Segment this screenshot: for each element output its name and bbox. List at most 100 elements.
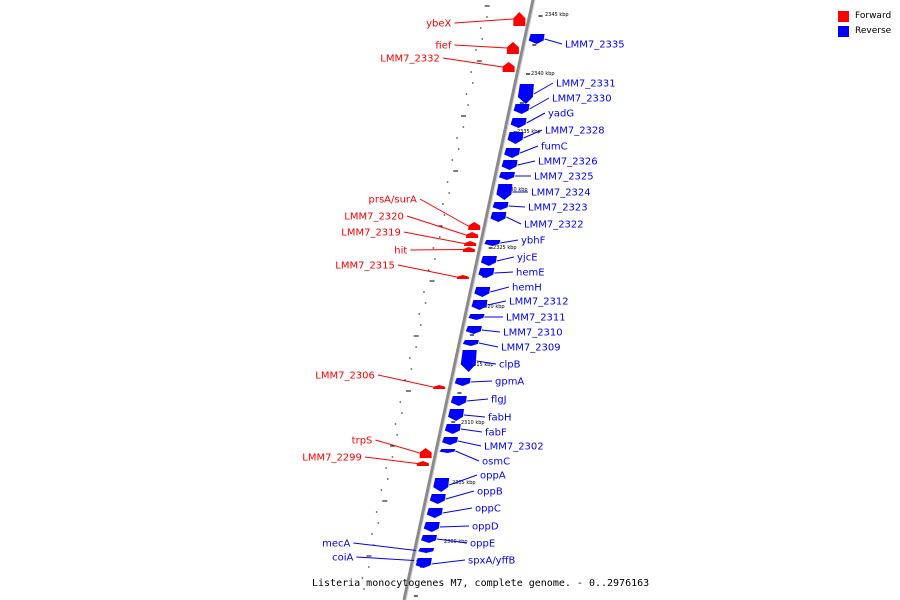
leader-line — [449, 474, 478, 486]
kbp-label: 2305 kbp — [452, 480, 476, 486]
leader-line — [494, 271, 514, 274]
gene-label-oppa: oppA — [480, 471, 506, 482]
gene-label-lmm7-2311: LMM7_2311 — [506, 313, 566, 324]
leader-line — [523, 129, 543, 139]
leader-line — [463, 414, 486, 418]
leader-line — [496, 256, 515, 262]
leader-line — [533, 82, 554, 95]
gene-label-lmm7-2330: LMM7_2330 — [552, 94, 612, 105]
label-leaders — [353, 18, 563, 565]
gene-label-lmm7-2306: LMM7_2306 — [315, 371, 375, 382]
genome-backbone-shadow — [405, 0, 536, 600]
gene-block-ybhf — [484, 240, 501, 246]
leader-line — [419, 198, 469, 227]
gene-label-meca: mecA — [322, 539, 350, 550]
legend-forward-label: Forward — [855, 11, 892, 21]
reverse-swatch — [838, 26, 849, 37]
gene-label-fabh: fabH — [488, 413, 512, 424]
gene-block-lmm7-2332 — [502, 62, 515, 72]
gene-block-lmm7-2324 — [496, 184, 513, 200]
gene-label-yjce: yjcE — [517, 253, 538, 264]
leader-line — [481, 329, 501, 333]
legend-reverse-label: Reverse — [855, 26, 892, 36]
gene-label-trps: trpS — [352, 436, 373, 447]
gene-block-lmm7-2331 — [517, 84, 534, 104]
gene-block-lmm7-2302 — [442, 437, 459, 445]
leader-line — [442, 507, 473, 514]
gene-label-lmm7-2309: LMM7_2309 — [501, 343, 561, 354]
kbp-label: 2335 kbp — [517, 129, 541, 135]
gene-block-lmm7-2330 — [513, 104, 530, 114]
gene-label-ybhf: ybhF — [521, 236, 546, 247]
leader-line — [476, 360, 497, 365]
legend: Forward Reverse — [838, 9, 891, 39]
leader-line — [377, 374, 434, 388]
gene-block-lmm7-2320 — [466, 232, 479, 238]
gene-block-meca — [418, 548, 435, 553]
gene-block-lmm7-2312 — [471, 300, 488, 310]
leader-line — [410, 249, 463, 251]
gene-block-flgj — [450, 396, 467, 406]
gene-label-lmm7-2312: LMM7_2312 — [509, 297, 569, 308]
gene-block-hemh — [474, 287, 491, 297]
gene-label-ybex: ybeX — [426, 19, 451, 30]
gene-label-lmm7-2335: LMM7_2335 — [565, 40, 625, 51]
gene-block-yadg — [510, 118, 527, 128]
legend-reverse: Reverse — [838, 24, 891, 39]
gene-block-lmm7-2325 — [498, 172, 515, 180]
leader-line — [466, 398, 489, 402]
leader-line — [445, 490, 475, 500]
leader-line — [356, 556, 415, 561]
gene-block-lmm7-2306 — [433, 385, 446, 389]
gene-label-lmm7-2319: LMM7_2319 — [341, 228, 401, 239]
leader-line — [519, 145, 539, 154]
gene-block-lmm7-2299 — [416, 461, 429, 466]
gene-label-fabf: fabF — [485, 428, 507, 439]
kbp-label: 2315 kbp — [470, 362, 494, 368]
gene-block-ybex — [513, 12, 526, 26]
gene-block-lmm7-2309 — [462, 340, 479, 346]
gene-block-oppb — [429, 494, 446, 504]
gene-label-lmm7-2332: LMM7_2332 — [380, 54, 440, 65]
leader-line — [517, 160, 536, 166]
leader-line — [439, 525, 470, 528]
kbp-label: 2345 kbp — [545, 12, 569, 18]
gene-block-trps — [419, 448, 432, 458]
gene-label-fumc: fumC — [541, 142, 568, 153]
gene-block-hit — [462, 247, 475, 252]
gene-block-fabh — [448, 409, 465, 421]
leader-line — [397, 264, 457, 278]
gene-block-lmm7-2322 — [490, 212, 507, 222]
gene-label-oppe: oppE — [470, 539, 495, 550]
gene-label-lmm7-2323: LMM7_2323 — [528, 203, 588, 214]
leader-line — [544, 38, 563, 45]
gene-label-flgj: flgJ — [491, 395, 507, 406]
forward-swatch — [838, 11, 849, 22]
gene-block-oppd — [423, 522, 440, 532]
leader-line — [431, 559, 466, 565]
gene-label-lmm7-2320: LMM7_2320 — [344, 212, 404, 223]
kbp-label: 2310 kbp — [461, 420, 485, 426]
gene-label-hemh: hemH — [512, 283, 542, 294]
genome-caption: Listeria monocytogenes M7, complete geno… — [312, 578, 650, 589]
gene-label-lmm7-2302: LMM7_2302 — [484, 442, 544, 453]
leader-line — [457, 440, 482, 447]
gene-block-lmm7-2323 — [492, 202, 509, 210]
gene-block-lmm7-2319 — [464, 241, 477, 246]
gene-block-lmm7-2335 — [528, 34, 545, 44]
gene-label-lmm7-2325: LMM7_2325 — [534, 172, 594, 183]
leader-line — [487, 300, 507, 306]
leader-line — [526, 112, 546, 124]
gene-label-fief: fief — [435, 41, 451, 52]
leader-line — [364, 456, 417, 464]
gene-block-fumc — [504, 148, 521, 158]
gene-label-oppc: oppC — [475, 504, 501, 515]
gene-block-clpb — [460, 350, 477, 372]
gene-labels: ybeX fief LMM7_2332 LMM7_2335 LMM7_2331 LMM7_… — [302, 19, 624, 567]
kbp-label: 2340 kbp — [531, 71, 555, 77]
kbp-label: 2320 kbp — [481, 304, 505, 310]
leader-line — [508, 205, 526, 208]
leader-line — [406, 215, 467, 236]
leader-line — [529, 97, 550, 110]
